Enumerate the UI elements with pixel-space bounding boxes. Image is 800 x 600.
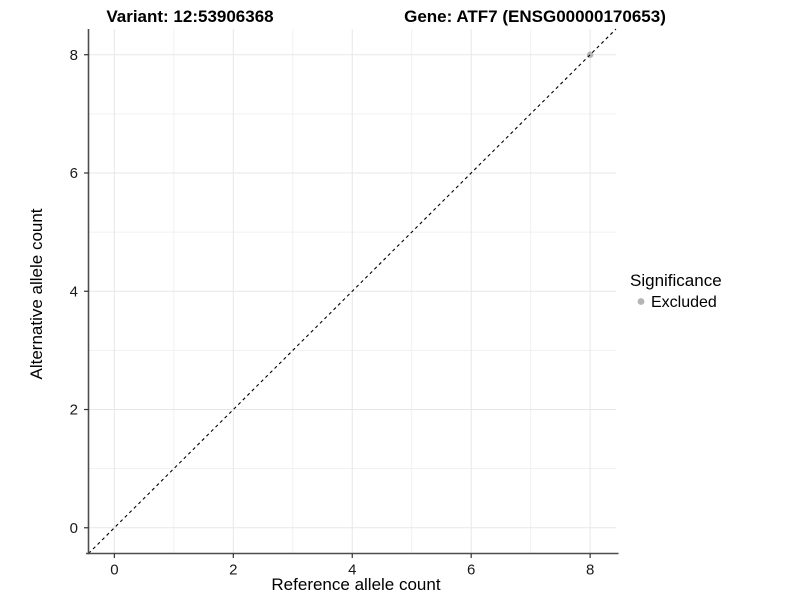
y-tick-label: 4 <box>70 283 78 300</box>
grid-major-lines <box>88 29 616 554</box>
tick-labels: 0 2 4 6 8 0 2 4 6 8 <box>70 47 595 579</box>
legend-point-swatch <box>637 298 645 305</box>
x-tick-label: 8 <box>586 562 594 579</box>
y-tick-label: 2 <box>70 402 78 419</box>
identity-line <box>88 28 617 554</box>
legend-title: Significance <box>630 271 722 290</box>
x-tick-label: 4 <box>348 562 356 579</box>
legend: Significance Excluded <box>630 271 722 311</box>
plot-geoms <box>88 28 617 554</box>
x-tick-label: 2 <box>229 562 237 579</box>
y-axis-title: Alternative allele count <box>27 208 46 379</box>
axis-lines-and-ticks <box>84 29 619 558</box>
x-axis-title: Reference allele count <box>271 575 440 594</box>
gene-title: Gene: ATF7 (ENSG00000170653) <box>404 7 666 26</box>
y-tick-label: 6 <box>70 165 78 182</box>
x-tick-label: 0 <box>110 562 118 579</box>
y-tick-label: 8 <box>70 47 78 64</box>
variant-title: Variant: 12:53906368 <box>106 7 273 26</box>
legend-item-label: Excluded <box>651 294 717 311</box>
x-tick-label: 6 <box>467 562 475 579</box>
y-tick-label: 0 <box>70 520 78 537</box>
